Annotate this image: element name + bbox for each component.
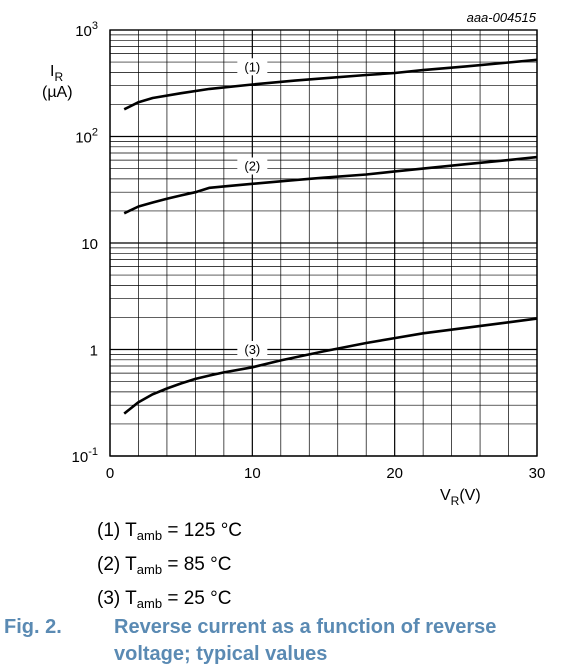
x-tick-label: 20 xyxy=(386,465,403,482)
y-tick-label: 10-1 xyxy=(72,446,98,466)
svg-text:IR: IR xyxy=(50,63,63,84)
svg-text:VR(V): VR(V) xyxy=(440,487,481,508)
figure-number: Fig. 2. xyxy=(4,616,62,638)
y-tick-label: 103 xyxy=(75,20,98,40)
chart-id-label: aaa-004515 xyxy=(467,10,537,25)
figure-caption: Fig. 2. Reverse current as a function of… xyxy=(4,614,566,668)
series-labels: (1) (2) (3) xyxy=(237,58,268,358)
svg-text:(µA): (µA) xyxy=(42,84,73,101)
series-line-3 xyxy=(123,317,538,415)
axes xyxy=(109,29,538,457)
series-line-1 xyxy=(123,58,538,111)
grid xyxy=(109,30,538,457)
y-tick-label: 10 xyxy=(81,236,98,253)
series-label-3: (3) xyxy=(244,342,260,357)
x-axis-label: VR(V) xyxy=(440,487,481,508)
legend-item: (3) Tamb = 25 °C xyxy=(97,588,232,611)
plot-frame xyxy=(109,29,538,457)
series-line-2 xyxy=(123,155,538,215)
y-tick-label: 102 xyxy=(75,127,98,147)
series-label-bg xyxy=(237,157,268,175)
series-label-1: (1) xyxy=(244,59,260,74)
figure-title: Reverse current as a function of reverse… xyxy=(114,616,497,665)
series-label-2: (2) xyxy=(244,158,260,173)
series-lines xyxy=(123,58,538,415)
legend-item: (2) Tamb = 85 °C xyxy=(97,554,232,577)
legend: (1) Tamb = 125 °C (2) Tamb = 85 °C (3) T… xyxy=(97,516,242,618)
series-label-bg xyxy=(237,58,268,76)
y-axis-label: IR (µA) xyxy=(42,63,73,101)
y-tick-label: 1 xyxy=(90,343,98,360)
x-tick-label: 0 xyxy=(106,465,114,482)
x-tick-label: 30 xyxy=(529,465,546,482)
x-tick-label: 10 xyxy=(244,465,261,482)
series-label-bg xyxy=(237,340,268,358)
legend-item: (1) Tamb = 125 °C xyxy=(97,520,243,543)
